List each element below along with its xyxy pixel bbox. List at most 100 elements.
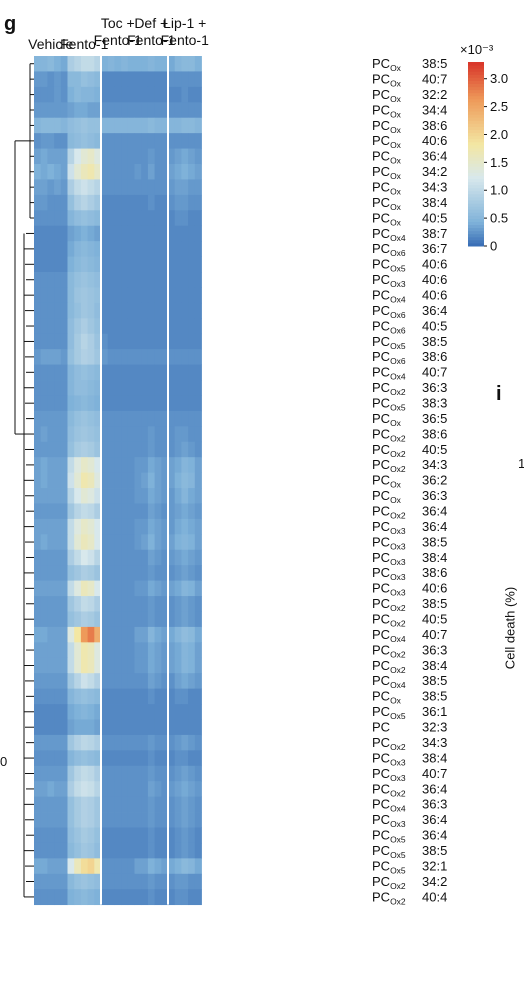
heatmap-cell: [60, 302, 68, 319]
heatmap-cell: [101, 765, 109, 782]
heatmap-cell: [67, 86, 75, 103]
heatmap-cell: [188, 302, 196, 319]
heatmap-cell: [87, 688, 95, 705]
heatmap-cell: [67, 302, 75, 319]
heatmap-cell: [121, 426, 129, 443]
heatmap-cell: [194, 117, 202, 134]
heatmap-cell: [121, 534, 129, 551]
panel-letter-g: g: [4, 13, 17, 35]
heatmap-cell: [107, 488, 115, 504]
heatmap-cell: [54, 812, 62, 828]
heatmap-cell: [34, 457, 42, 474]
heatmap-cell: [168, 858, 176, 875]
left-dendrogram-value-fragment: 0: [0, 754, 8, 769]
heatmap-cell: [188, 333, 196, 350]
colorbar-tick-label: 1.0: [490, 183, 508, 198]
row-label: PCOx2: [372, 612, 406, 629]
heatmap-cell: [161, 71, 169, 88]
heatmap-cell: [194, 457, 202, 474]
heatmap-cell: [67, 889, 75, 906]
heatmap-cell: [40, 626, 48, 643]
heatmap-cell: [60, 117, 68, 134]
colorbar-segment: [468, 154, 484, 158]
heatmap-cell: [74, 534, 82, 551]
heatmap-cell: [114, 549, 122, 566]
heatmap-cell: [174, 395, 182, 412]
heatmap-cell: [194, 164, 202, 180]
row-label-lipid: 38:6: [422, 565, 447, 580]
heatmap-cell: [74, 457, 82, 474]
heatmap-cell: [127, 395, 135, 412]
heatmap-cell: [101, 796, 109, 813]
heatmap-cell: [80, 395, 88, 412]
heatmap-cell: [74, 827, 82, 844]
heatmap-cell: [47, 781, 55, 798]
heatmap-cell: [87, 611, 95, 628]
heatmap-cell: [47, 210, 55, 227]
heatmap-cell: [154, 704, 162, 720]
heatmap-cell: [121, 86, 129, 103]
heatmap-cell: [161, 534, 169, 551]
heatmap-cell: [121, 457, 129, 474]
heatmap-cell: [60, 380, 68, 396]
heatmap-cell: [87, 318, 95, 335]
heatmap-cell: [67, 133, 75, 149]
heatmap-cell: [107, 827, 115, 844]
row-label: PCOx2: [372, 889, 406, 906]
heatmap-cell: [174, 148, 182, 165]
heatmap-cell: [101, 241, 109, 257]
heatmap-cell: [194, 719, 202, 736]
heatmap-cell: [54, 534, 62, 551]
heatmap-cell: [181, 580, 189, 597]
heatmap-cell: [188, 117, 196, 134]
heatmap-cell: [168, 565, 176, 582]
heatmap-cell: [154, 380, 162, 396]
heatmap-cell: [67, 179, 75, 196]
heatmap-cell: [114, 333, 122, 350]
heatmap-cell: [34, 364, 42, 381]
heatmap-cell: [114, 410, 122, 427]
heatmap-cell: [47, 812, 55, 828]
heatmap-cell: [154, 750, 162, 767]
heatmap-cell: [67, 503, 75, 520]
heatmap-cell: [60, 688, 68, 705]
heatmap-cell: [101, 873, 109, 890]
heatmap-cell: [107, 71, 115, 88]
heatmap-cell: [181, 349, 189, 365]
heatmap-cell: [67, 349, 75, 365]
heatmap-cell: [127, 796, 135, 813]
heatmap-cell: [134, 565, 142, 582]
heatmap-cell: [80, 302, 88, 319]
heatmap-cell: [134, 765, 142, 782]
heatmap-cell: [74, 889, 82, 906]
heatmap-cell: [168, 241, 176, 257]
heatmap-cell: [174, 133, 182, 149]
heatmap-cell: [161, 148, 169, 165]
heatmap-cell: [127, 673, 135, 690]
heatmap-cell: [47, 534, 55, 551]
row-label-lipid: 38:6: [422, 118, 447, 133]
heatmap-cell: [168, 534, 176, 551]
row-label: PCOx4: [372, 673, 406, 690]
heatmap-cell: [54, 133, 62, 149]
heatmap-cell: [168, 580, 176, 597]
row-label: PCOx3: [372, 750, 406, 767]
heatmap-cell: [147, 333, 155, 350]
heatmap-cell: [134, 225, 142, 242]
heatmap-cell: [34, 302, 42, 319]
heatmap-cell: [101, 549, 109, 566]
heatmap-cell: [107, 318, 115, 335]
heatmap-cell: [181, 333, 189, 350]
heatmap-cell: [181, 765, 189, 782]
heatmap-cell: [168, 781, 176, 798]
heatmap-cell: [147, 441, 155, 458]
heatmap-cell: [107, 596, 115, 612]
heatmap-cell: [161, 457, 169, 474]
heatmap-cell: [80, 781, 88, 798]
heatmap-cell: [154, 688, 162, 705]
heatmap-cell: [67, 318, 75, 335]
heatmap-cell: [94, 380, 102, 396]
row-label: PCOx3: [372, 581, 406, 598]
heatmap-cell: [154, 272, 162, 288]
row-label: PCOx6: [372, 349, 406, 366]
